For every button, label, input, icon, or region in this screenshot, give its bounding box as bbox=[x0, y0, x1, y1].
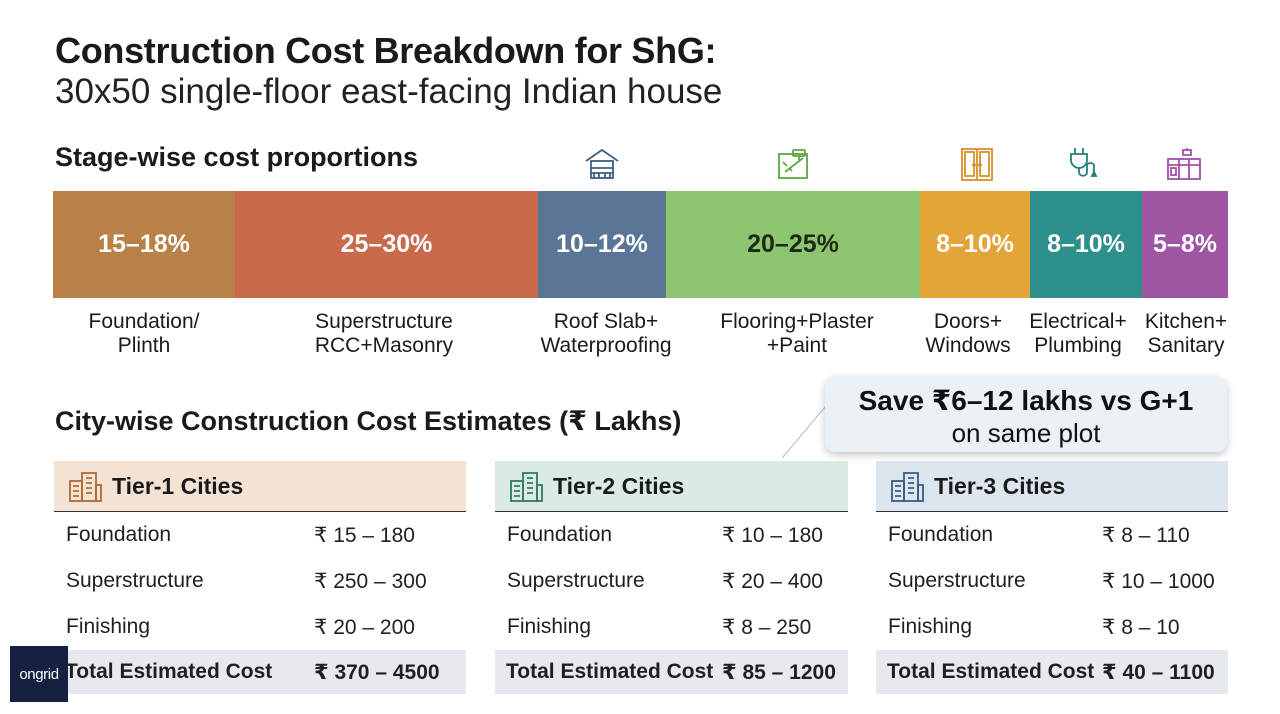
row-label: Superstructure bbox=[507, 569, 645, 592]
row-label: Finishing bbox=[66, 615, 151, 638]
callout-headline: Save ₹6–12 lakhs vs G+1 bbox=[858, 385, 1194, 416]
tier-3-header: Tier-3 Cities bbox=[876, 461, 1228, 512]
table-row: Finishing ₹ 8 – 10 bbox=[876, 604, 1228, 650]
stage-label-flooring: Flooring+Plaster +Paint bbox=[720, 310, 874, 358]
building-icon bbox=[66, 469, 104, 503]
stage-label-line: Roof Slab+ bbox=[553, 310, 659, 333]
stage-label-line: +Paint bbox=[766, 334, 828, 357]
stage-label-kitchen-sanitary: Kitchen+ Sanitary bbox=[1145, 310, 1227, 358]
table-row: Finishing ₹ 20 – 200 bbox=[54, 604, 466, 650]
tier-3-card: Tier-3 Cities Foundation ₹ 8 – 110 Supers… bbox=[876, 461, 1228, 694]
row-value: ₹ 20 – 400 bbox=[722, 569, 823, 593]
table-row: Foundation ₹ 15 – 180 bbox=[54, 512, 466, 558]
stage-segment-kitchen-sanitary: 5–8% bbox=[1142, 191, 1228, 298]
row-value: ₹ 20 – 200 bbox=[314, 615, 415, 639]
row-value: ₹ 15 – 180 bbox=[314, 523, 415, 547]
total-label: Total Estimated Cost bbox=[506, 660, 714, 683]
door-icon bbox=[958, 146, 996, 182]
stage-label-foundation: Foundation/ Plinth bbox=[89, 310, 200, 358]
page-subtitle: 30x50 single-floor east-facing Indian ho… bbox=[55, 72, 723, 111]
row-label: Superstructure bbox=[66, 569, 204, 592]
tier-2-card: Tier-2 Cities Foundation ₹ 10 – 180 Super… bbox=[495, 461, 848, 694]
row-label: Foundation bbox=[66, 523, 172, 546]
table-row: Superstructure ₹ 10 – 1000 bbox=[876, 558, 1228, 604]
total-row: Total Estimated Cost ₹ 85 – 1200 bbox=[495, 650, 848, 694]
stage-label-superstructure: Superstructure RCC+Masonry bbox=[315, 310, 453, 358]
house-roof-icon bbox=[583, 146, 621, 182]
stage-label-line: Doors+ bbox=[933, 310, 1003, 333]
table-row: Superstructure ₹ 20 – 400 bbox=[495, 558, 848, 604]
total-row: Total Estimated Cost ₹ 370 – 4500 bbox=[54, 650, 466, 694]
row-value: ₹ 250 – 300 bbox=[314, 569, 427, 593]
row-label: Finishing bbox=[507, 615, 592, 638]
tier-1-name: Tier-1 Cities bbox=[112, 472, 244, 499]
stage-label-line: Kitchen+ bbox=[1144, 310, 1228, 333]
stage-label-line: Flooring+Plaster bbox=[720, 310, 874, 333]
stage-label-line: RCC+Masonry bbox=[314, 334, 454, 357]
stage-segment-roof-slab: 10–12% bbox=[538, 191, 666, 298]
stage-proportion-bar: 15–18% 25–30% 10–12% 20–25% 8–10% 8–10% … bbox=[53, 191, 1228, 298]
brand-logo: ongrid bbox=[10, 646, 68, 702]
stage-segment-flooring: 20–25% bbox=[666, 191, 920, 298]
paint-roller-icon bbox=[775, 146, 813, 182]
page-title: Construction Cost Breakdown for ShG: bbox=[55, 30, 717, 71]
kitchen-icon bbox=[1165, 146, 1203, 182]
row-label: Foundation bbox=[507, 523, 613, 546]
total-label: Total Estimated Cost bbox=[887, 660, 1095, 683]
tier-1-header: Tier-1 Cities bbox=[54, 461, 466, 512]
tier-2-name: Tier-2 Cities bbox=[553, 472, 685, 499]
table-row: Finishing ₹ 8 – 250 bbox=[495, 604, 848, 650]
row-label: Superstructure bbox=[888, 569, 1026, 592]
stage-label-doors-windows: Doors+ Windows bbox=[925, 310, 1010, 358]
plug-icon bbox=[1066, 146, 1104, 182]
building-icon bbox=[507, 469, 545, 503]
row-value: ₹ 10 – 1000 bbox=[1102, 569, 1215, 593]
row-label: Finishing bbox=[888, 615, 973, 638]
table-row: Superstructure ₹ 250 – 300 bbox=[54, 558, 466, 604]
stage-label-line: Windows bbox=[925, 334, 1011, 357]
stage-label-line: Sanitary bbox=[1147, 334, 1225, 357]
stage-label-roof-slab: Roof Slab+ Waterproofing bbox=[540, 310, 671, 358]
stage-label-line: Foundation/ bbox=[88, 310, 200, 333]
tier-3-name: Tier-3 Cities bbox=[934, 472, 1066, 499]
stage-label-line: Plinth bbox=[117, 334, 171, 357]
row-value: ₹ 8 – 10 bbox=[1102, 615, 1180, 639]
stage-section-heading: Stage-wise cost proportions bbox=[55, 142, 419, 172]
stage-segment-doors-windows: 8–10% bbox=[920, 191, 1030, 298]
total-label: Total Estimated Cost bbox=[65, 660, 273, 683]
building-icon bbox=[888, 469, 926, 503]
total-value: ₹ 370 – 4500 bbox=[314, 660, 440, 684]
stage-label-line: Plumbing bbox=[1034, 334, 1122, 357]
table-row: Foundation ₹ 10 – 180 bbox=[495, 512, 848, 558]
stage-segment-foundation: 15–18% bbox=[53, 191, 235, 298]
stage-label-line: Electrical+ bbox=[1029, 310, 1127, 333]
callout-subline: on same plot bbox=[951, 418, 1101, 448]
total-value: ₹ 85 – 1200 bbox=[722, 660, 836, 684]
total-row: Total Estimated Cost ₹ 40 – 1100 bbox=[876, 650, 1228, 694]
stage-segment-electrical-plumbing: 8–10% bbox=[1030, 191, 1142, 298]
stage-label-electrical-plumbing: Electrical+ Plumbing bbox=[1029, 310, 1126, 358]
row-label: Foundation bbox=[888, 523, 994, 546]
row-value: ₹ 8 – 250 bbox=[722, 615, 812, 639]
stage-label-line: Waterproofing bbox=[540, 334, 672, 357]
tier-1-card: Tier-1 Cities Foundation ₹ 15 – 180 Super… bbox=[54, 461, 466, 694]
tier-2-header: Tier-2 Cities bbox=[495, 461, 848, 512]
stage-segment-superstructure: 25–30% bbox=[235, 191, 538, 298]
savings-callout: Save ₹6–12 lakhs vs G+1 on same plot bbox=[825, 376, 1227, 452]
total-value: ₹ 40 – 1100 bbox=[1102, 660, 1215, 684]
stage-label-line: Superstructure bbox=[315, 310, 453, 333]
row-value: ₹ 10 – 180 bbox=[722, 523, 823, 547]
city-section-heading: City-wise Construction Cost Estimates (₹… bbox=[55, 406, 682, 436]
row-value: ₹ 8 – 110 bbox=[1102, 523, 1190, 547]
table-row: Foundation ₹ 8 – 110 bbox=[876, 512, 1228, 558]
